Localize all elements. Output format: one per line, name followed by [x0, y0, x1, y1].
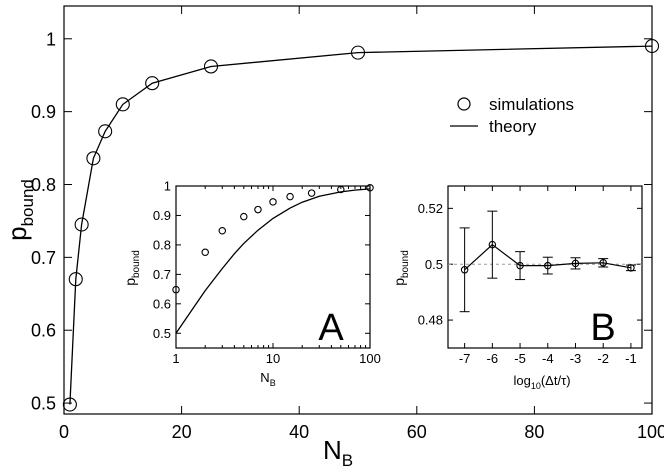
inset-b-x-tick-label: -7	[459, 351, 471, 366]
inset-a-panel-label: A	[318, 307, 344, 349]
main-plot-frame	[63, 5, 653, 415]
inset-a-simulation-point	[201, 248, 209, 257]
main-simulation-point	[115, 97, 130, 112]
inset-b-panel-label: B	[590, 307, 615, 349]
inset-a-simulation-point	[307, 189, 316, 197]
inset-a-simulation-point	[269, 198, 277, 206]
main-simulation-point	[74, 217, 89, 232]
main-simulations-series	[62, 39, 660, 412]
main-y-axis-label: pbound	[2, 179, 37, 241]
main-simulation-point	[68, 272, 83, 287]
inset-a-simulation-point	[254, 205, 262, 214]
main-x-tick-label: 100	[637, 422, 664, 442]
inset-b-x-tick-label: -3	[570, 351, 582, 366]
inset-b-x-tick-label: -5	[514, 351, 526, 366]
inset-b-y-tick-label: 0.48	[418, 313, 443, 328]
legend-theory-label: theory	[489, 117, 537, 136]
inset-a-simulation-point	[286, 192, 294, 201]
legend-simulations-label: simulations	[489, 95, 574, 114]
inset-a-simulation-point	[366, 184, 374, 192]
inset-b-point	[627, 264, 635, 272]
inset-a-y-tick-label: 0.7	[153, 267, 171, 282]
main-x-tick-label: 40	[289, 422, 309, 442]
main-y-tick-label: 0.6	[31, 321, 56, 341]
inset-a-chart: 1 10 100 0.5 0.6 0.7 0.8 0.9 1 A NB pbound	[122, 179, 381, 388]
legend-simulations-marker	[457, 97, 471, 111]
inset-b-point	[571, 259, 580, 268]
inset-a-x-tick-label: 100	[359, 351, 381, 366]
inset-b-series	[459, 210, 636, 313]
main-simulation-point	[644, 39, 660, 54]
main-y-tick-label: 0.7	[31, 248, 56, 268]
inset-a-x-axis-label: NB	[260, 370, 275, 388]
main-ticks: 0 20 40 60 80 100 0.5 0.6 0.7 0.8 0.9 1	[31, 6, 664, 442]
main-theory-line	[69, 45, 653, 405]
main-y-tick-label: 0.9	[31, 102, 56, 122]
main-simulation-point	[145, 76, 160, 91]
inset-b-x-tick-label: -2	[597, 351, 609, 366]
inset-a-simulation-point	[240, 212, 248, 221]
main-theory-series	[69, 45, 653, 405]
main-y-tick-label: 0.8	[31, 175, 56, 195]
main-x-tick-label: 60	[407, 422, 427, 442]
inset-b-y-tick-label: 0.52	[418, 201, 443, 216]
main-simulation-point	[98, 124, 113, 139]
main-y-tick-label: 0.5	[31, 394, 56, 414]
inset-a-simulation-point	[218, 227, 227, 235]
main-simulation-point	[203, 59, 219, 74]
inset-a-x-tick-label: 10	[266, 351, 280, 366]
inset-b-x-tick-label: -4	[542, 351, 554, 366]
inset-a-y-tick-label: 0.6	[153, 296, 171, 311]
inset-a-ticks: 1 10 100 0.5 0.6 0.7 0.8 0.9 1	[153, 179, 381, 366]
inset-b-x-tick-label: -6	[487, 351, 499, 366]
inset-a-simulation-point	[337, 185, 345, 194]
inset-a-y-tick-label: 1	[164, 179, 171, 194]
inset-b-x-tick-label: -1	[625, 351, 637, 366]
legend: simulations theory	[450, 95, 574, 136]
main-y-tick-label: 1	[46, 29, 56, 49]
inset-a-x-tick-label: 1	[172, 351, 179, 366]
inset-a-y-axis-label: pbound	[122, 250, 142, 286]
inset-b-point	[544, 261, 552, 270]
inset-b-point	[460, 266, 469, 274]
inset-b-point	[516, 261, 524, 270]
main-simulation-point	[86, 151, 101, 166]
inset-a-plot-frame	[175, 185, 371, 349]
main-x-tick-label: 20	[172, 422, 192, 442]
inset-a-theory-series	[175, 188, 371, 334]
main-simulation-point	[62, 397, 77, 412]
main-x-tick-label: 0	[59, 422, 69, 442]
main-simulation-point	[350, 45, 366, 60]
inset-a-y-tick-label: 0.8	[153, 238, 171, 253]
inset-b-ticks: -7 -6 -5 -4 -3 -2 -1 0.48 0.5 0.52	[418, 186, 642, 366]
inset-a-theory-line	[175, 188, 371, 334]
main-chart: 0 20 40 60 80 100 0.5 0.6 0.7 0.8 0.9 1 NB pbound s…	[2, 5, 664, 466]
inset-b-chart: -7 -6 -5 -4 -3 -2 -10.480.50.52 B log10(Δt/τ) …	[391, 185, 643, 391]
main-x-axis-label: NB	[323, 435, 353, 466]
main-x-tick-label: 80	[524, 422, 544, 442]
inset-b-x-axis-label: log10(Δt/τ)	[513, 373, 570, 391]
inset-a-y-tick-label: 0.5	[153, 326, 171, 341]
inset-b-point	[488, 240, 497, 249]
inset-a-simulations-series	[172, 184, 374, 294]
inset-b-point	[599, 259, 607, 267]
inset-a-y-tick-label: 0.9	[153, 208, 171, 223]
inset-b-y-tick-label: 0.5	[425, 257, 443, 272]
inset-b-y-axis-label: pbound	[391, 250, 411, 286]
inset-a-simulation-point	[172, 285, 180, 294]
